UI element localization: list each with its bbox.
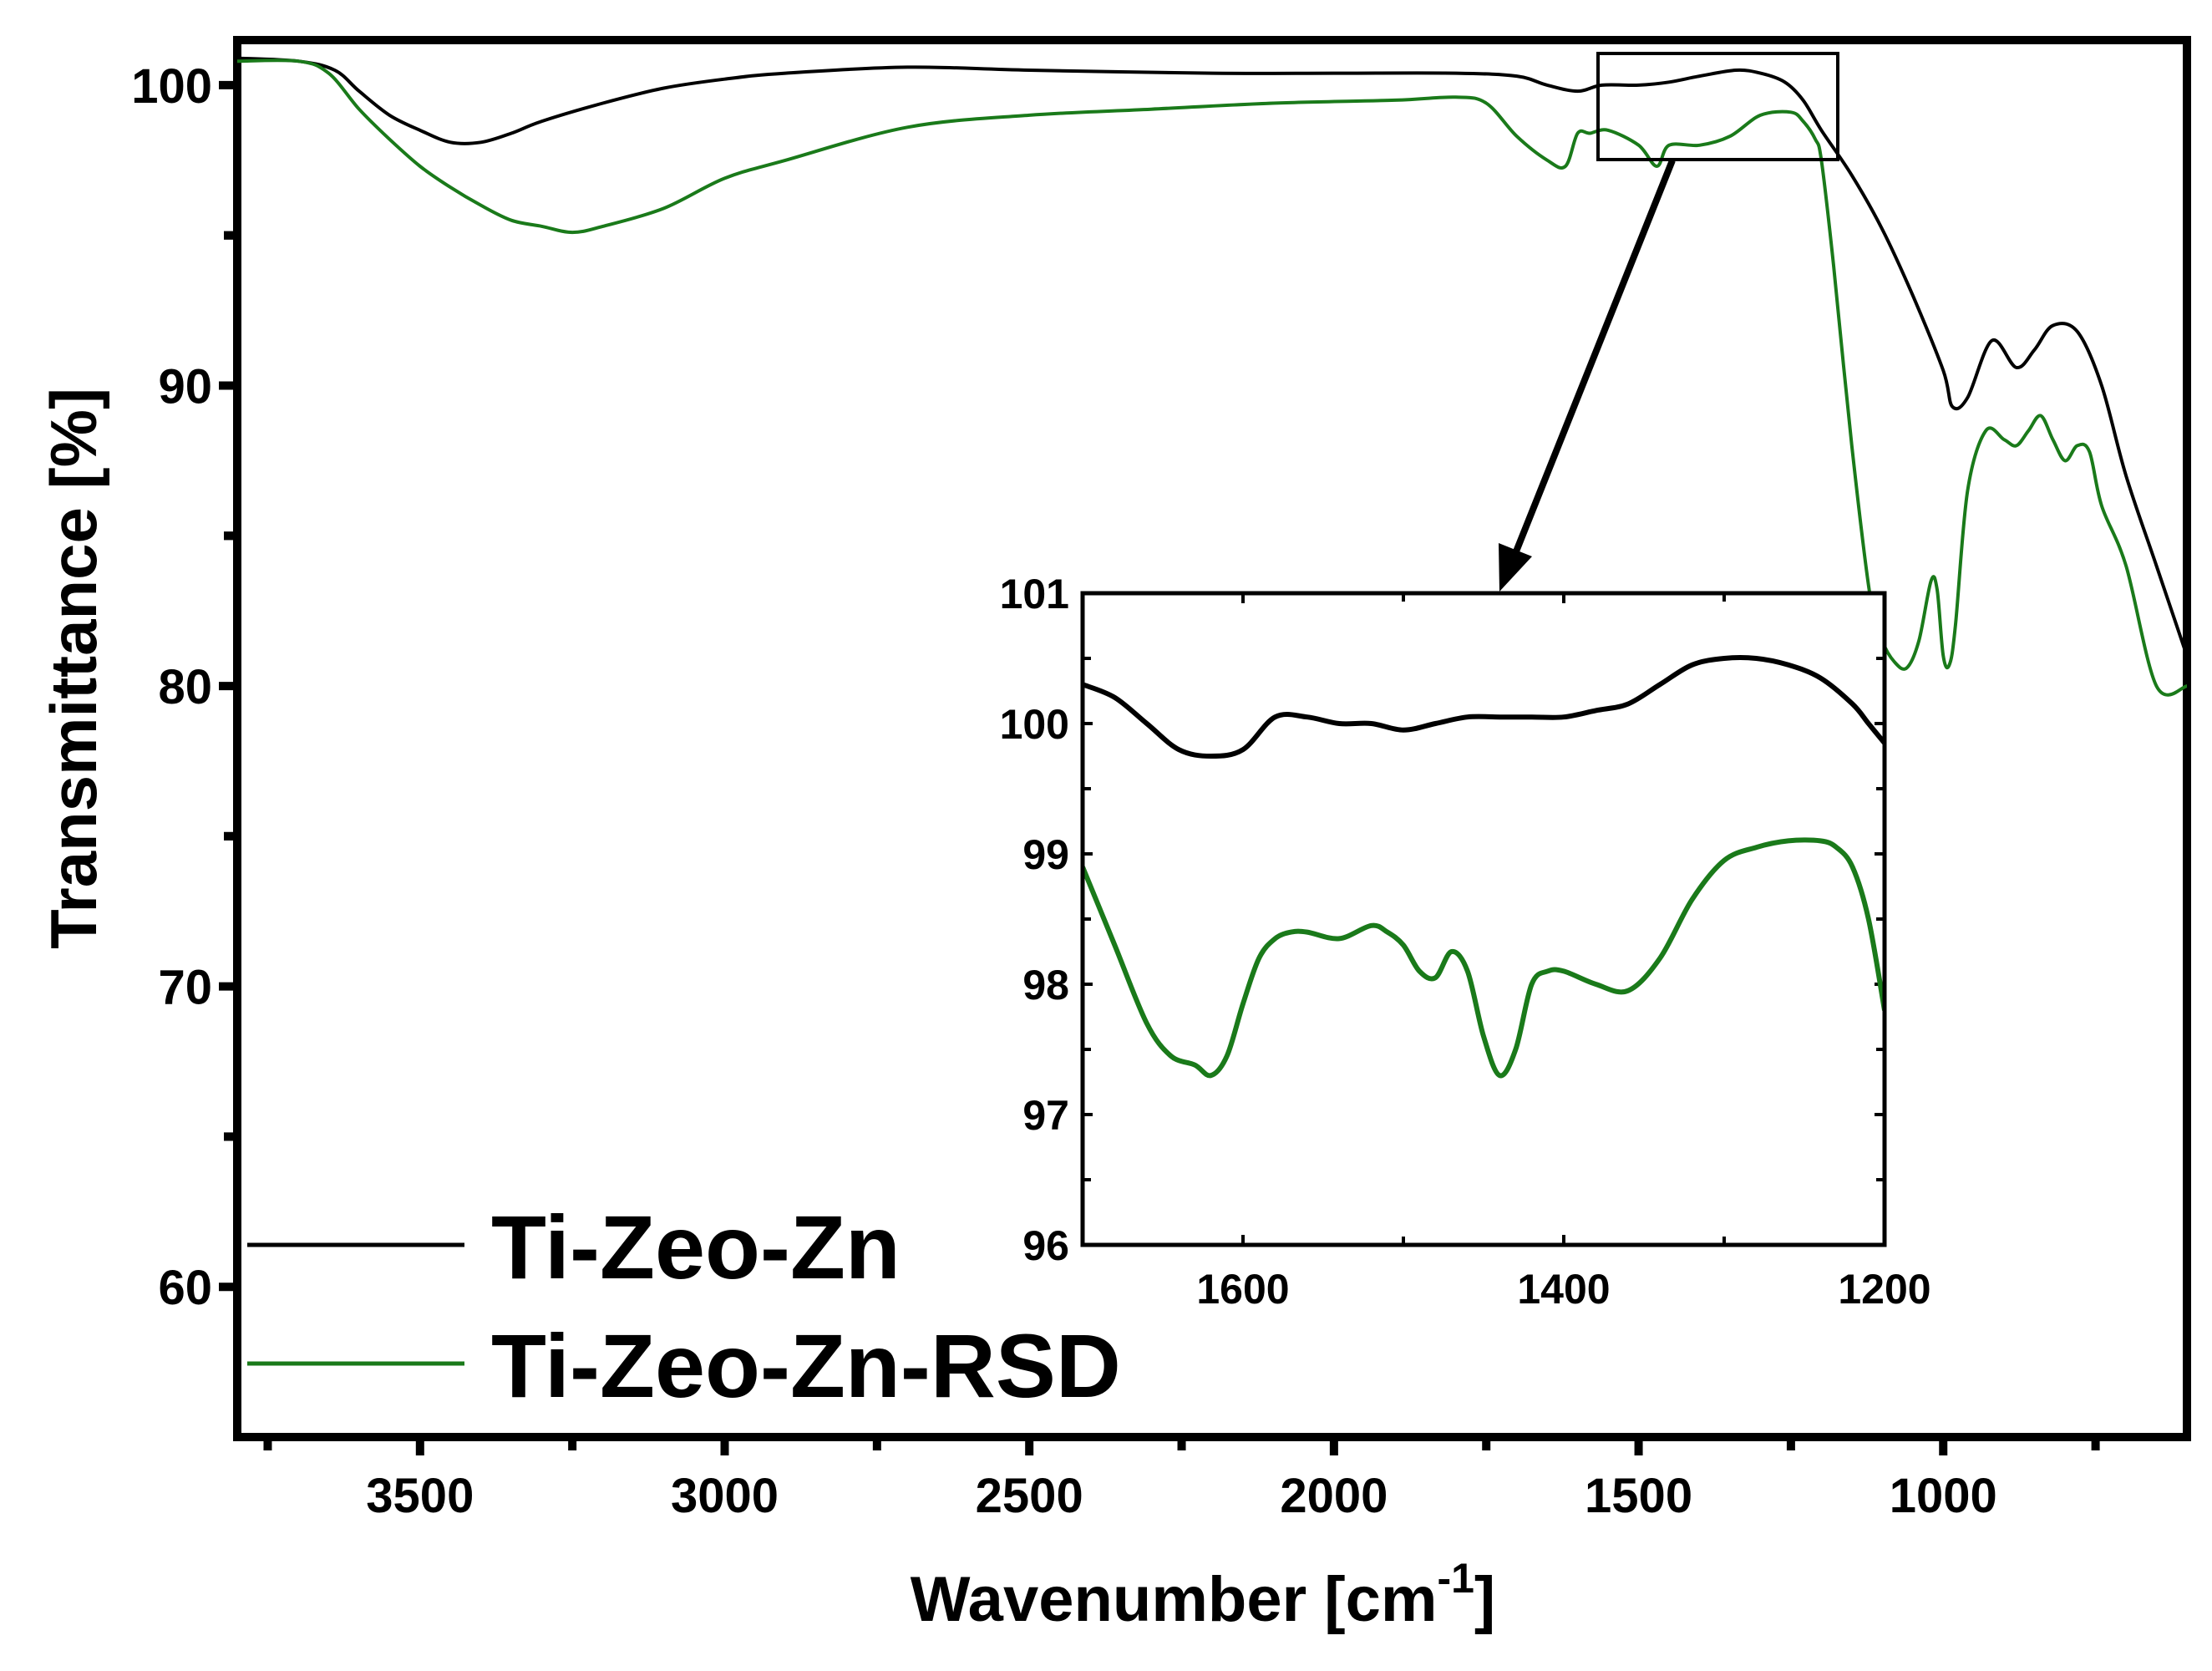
inset-y-tick-label-97: 97 (1022, 1092, 1069, 1139)
main-x-tick-label-1500: 1500 (1585, 1469, 1692, 1523)
legend-label-ti-zeo-zn: Ti-Zeo-Zn (491, 1196, 901, 1298)
x-axis-title-close: ] (1474, 1564, 1495, 1635)
main-x-tick-label-2000: 2000 (1280, 1469, 1388, 1523)
main-y-tick-label-70: 70 (158, 961, 212, 1015)
inset-plot-background (1083, 593, 1885, 1245)
inset-y-tick-label-99: 99 (1022, 831, 1069, 878)
legend: Ti-Zeo-Zn Ti-Zeo-Zn-RSD (247, 1196, 1121, 1416)
main-y-tick-label-60: 60 (158, 1261, 212, 1315)
zoom-arrow-head (1499, 543, 1532, 592)
main-series-group (237, 56, 2187, 697)
main-y-tick-label-80: 80 (158, 660, 212, 714)
x-axis-title: Wavenumber [cm-1] (911, 1555, 1495, 1635)
zoom-highlight-box (1596, 52, 1839, 161)
inset-y-tick-label-98: 98 (1022, 962, 1069, 1008)
legend-label-ti-zeo-zn-rsd: Ti-Zeo-Zn-RSD (491, 1315, 1121, 1416)
x-axis-title-superscript: -1 (1437, 1555, 1474, 1602)
inset-x-tick-label-1200: 1200 (1838, 1266, 1930, 1313)
inset-y-tick-label-96: 96 (1022, 1222, 1069, 1269)
main-x-tick-label-2500: 2500 (976, 1469, 1083, 1523)
inset-series-ti-zeo-zn (1083, 655, 1885, 759)
y-axis-title: Transmittance [%] (37, 388, 110, 949)
inset-x-tick-label-1400: 1400 (1517, 1266, 1610, 1313)
main-axis-ticks: 3500 3000 2500 2000 1500 1000 60 70 80 90 100 (131, 59, 2100, 1523)
main-x-tick-label-3500: 3500 (366, 1469, 474, 1523)
inset-series-group (1083, 655, 1885, 1079)
main-plot-frame (233, 36, 2191, 1441)
x-axis-title-main: Wavenumber [cm (911, 1564, 1438, 1635)
inset-plot-frame (1080, 591, 1887, 1247)
inset-y-tick-label-101: 101 (1000, 571, 1069, 617)
main-y-tick-label-100: 100 (131, 59, 212, 114)
inset-series-ti-zeo-zn-rsd (1083, 837, 1885, 1079)
main-x-tick-label-1000: 1000 (1890, 1469, 1997, 1523)
main-series-ti-zeo-zn (237, 56, 2187, 657)
inset-y-tick-label-100: 100 (1000, 701, 1069, 748)
main-series-ti-zeo-zn-rsd (237, 58, 2187, 697)
inset-x-tick-label-1600: 1600 (1196, 1266, 1289, 1313)
main-x-tick-label-3000: 3000 (671, 1469, 779, 1523)
zoom-arrow-line (1513, 159, 1676, 553)
inset-axis-ticks: 1600 1400 1200 96 97 98 99 100 101 (1000, 571, 1931, 1313)
main-y-tick-label-90: 90 (158, 359, 212, 414)
